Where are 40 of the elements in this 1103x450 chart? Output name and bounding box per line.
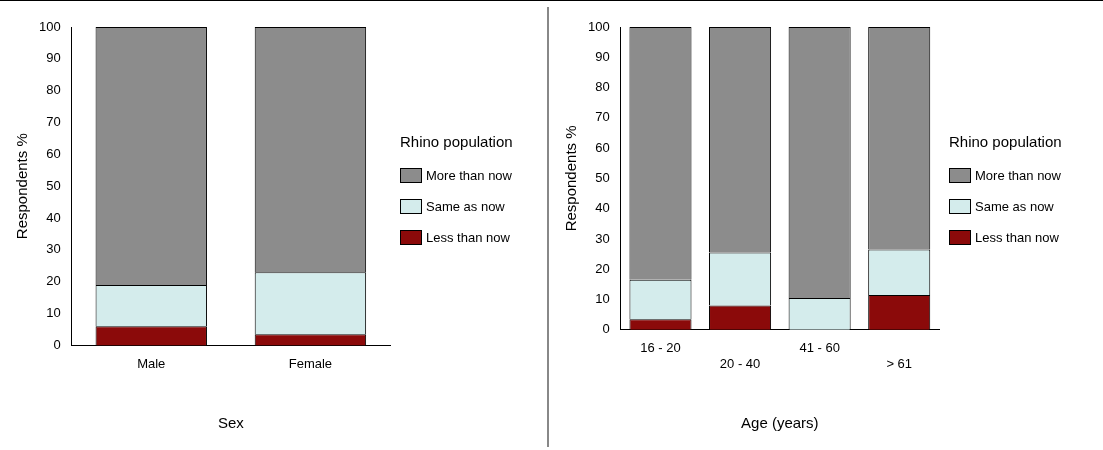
x-tick-label: Female	[288, 355, 333, 371]
y-tick-label: 70	[46, 114, 61, 130]
x-tick-label: 16 - 20	[640, 340, 681, 356]
y-tick-label: 70	[595, 109, 610, 125]
y-tick-label: 10	[46, 305, 61, 321]
legend-title: Rhino population	[400, 133, 514, 150]
y-tick-label: 10	[595, 291, 610, 307]
legend-label: Less than now	[426, 230, 510, 245]
y-tick-label: 100	[587, 18, 610, 34]
y-tick-label: 80	[595, 79, 610, 95]
y-axis-title: Respondents %	[13, 133, 31, 240]
y-tick-label: 60	[595, 139, 610, 155]
legend-label: Same as now	[975, 199, 1054, 214]
y-tick-label: 20	[595, 260, 610, 276]
legend-label: Same as now	[426, 199, 505, 214]
y-tick-label: 40	[46, 209, 61, 225]
x-axis-title: Age (years)	[741, 414, 819, 432]
y-tick-label: 50	[595, 169, 610, 185]
y-tick-label: 0	[53, 336, 61, 352]
y-tick-label: 80	[46, 82, 61, 98]
text: More than now	[426, 168, 512, 183]
y-tick-label: 20	[46, 273, 61, 289]
y-tick-label: 50	[46, 177, 61, 193]
y-tick-label: 60	[46, 145, 61, 161]
legend-label: Less than now	[975, 230, 1059, 245]
y-axis-title: Respondents %	[562, 125, 580, 232]
y-tick-label: 0	[602, 321, 610, 337]
y-tick-label: 90	[46, 50, 61, 66]
x-tick-label: > 61	[886, 355, 913, 371]
y-tick-label: 90	[595, 48, 610, 64]
x-tick-label: 20 - 40	[719, 355, 761, 371]
x-tick-label: Male	[137, 355, 166, 371]
y-tick-label: 30	[46, 241, 61, 257]
x-tick-label: 41 - 60	[799, 340, 840, 356]
text: More than now	[975, 168, 1061, 183]
y-tick-label: 40	[595, 200, 610, 216]
y-tick-label: 100	[38, 18, 61, 34]
y-tick-label: 30	[595, 230, 610, 246]
legend-title: Rhino population	[949, 133, 1063, 150]
x-axis-title: Sex	[217, 414, 245, 432]
